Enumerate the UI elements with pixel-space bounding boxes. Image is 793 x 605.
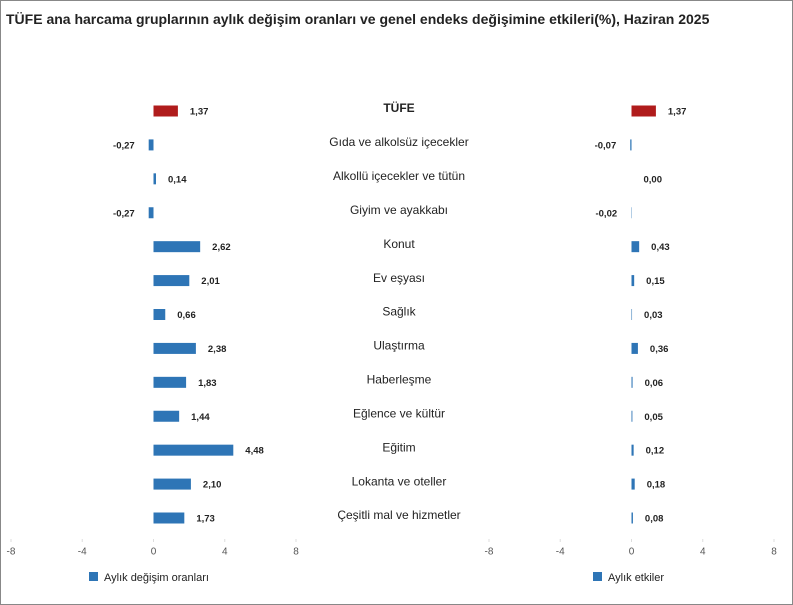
x-tick-label: -4 bbox=[556, 547, 565, 558]
bar bbox=[148, 139, 154, 151]
bar bbox=[148, 207, 154, 219]
x-tick-label: -4 bbox=[78, 547, 87, 558]
value-label: 1,83 bbox=[198, 378, 217, 389]
value-label: 2,62 bbox=[212, 242, 231, 253]
category-label: Konut bbox=[383, 237, 415, 251]
value-label: 0,12 bbox=[646, 446, 665, 457]
category-label: TÜFE bbox=[383, 100, 414, 115]
category-label: Haberleşme bbox=[367, 373, 432, 387]
value-label: -0,07 bbox=[595, 140, 617, 151]
bar bbox=[153, 105, 178, 117]
value-label: 2,10 bbox=[203, 480, 222, 491]
category-label: Sağlık bbox=[382, 305, 416, 319]
bar bbox=[631, 309, 633, 320]
bar bbox=[153, 342, 196, 354]
value-label: 0,36 bbox=[650, 344, 669, 355]
bar bbox=[153, 241, 201, 253]
bar bbox=[631, 410, 633, 422]
x-tick-label: -8 bbox=[7, 547, 16, 558]
value-label: 0,14 bbox=[168, 174, 187, 185]
category-label: Giyim ve ayakkabı bbox=[350, 203, 448, 217]
legend-marker bbox=[89, 572, 98, 581]
legend-label: Aylık değişim oranları bbox=[104, 572, 209, 584]
category-label: Ulaştırma bbox=[373, 339, 425, 353]
value-label: 0,18 bbox=[647, 480, 666, 491]
category-label: Alkollü içecekler ve tütün bbox=[333, 169, 465, 183]
category-label: Lokanta ve oteller bbox=[352, 474, 447, 488]
category-label: Eğlence ve kültür bbox=[353, 406, 445, 420]
bar bbox=[153, 173, 156, 185]
value-label: 2,38 bbox=[208, 344, 227, 355]
bar bbox=[631, 342, 638, 354]
legend-label: Aylık etkiler bbox=[608, 572, 664, 584]
value-label: -0,27 bbox=[113, 140, 135, 151]
bar bbox=[631, 241, 640, 253]
bar bbox=[631, 512, 633, 524]
bar bbox=[631, 105, 656, 117]
chart-title: TÜFE ana harcama gruplarının aylık değiş… bbox=[6, 11, 710, 27]
x-tick-label: 4 bbox=[222, 547, 228, 558]
value-label: 0,43 bbox=[651, 242, 670, 253]
value-label: 1,73 bbox=[196, 514, 215, 525]
bar bbox=[631, 478, 635, 490]
value-label: 0,05 bbox=[644, 412, 663, 423]
legend-marker bbox=[593, 572, 602, 581]
value-label: 1,44 bbox=[191, 412, 210, 423]
bar bbox=[153, 478, 191, 490]
value-label: 0,00 bbox=[644, 174, 663, 185]
x-tick-label: 4 bbox=[700, 547, 706, 558]
category-label: Gıda ve alkolsüz içecekler bbox=[329, 135, 468, 149]
category-label: Ev eşyası bbox=[373, 271, 425, 285]
value-label: 4,48 bbox=[245, 446, 263, 457]
category-label: Çeşitli mal ve hizmetler bbox=[337, 508, 460, 522]
value-label: -0,27 bbox=[113, 208, 135, 219]
bar bbox=[631, 376, 633, 388]
value-label: 0,66 bbox=[177, 310, 196, 321]
value-label: 1,37 bbox=[190, 107, 209, 118]
bar bbox=[631, 275, 635, 287]
value-label: 0,06 bbox=[645, 378, 664, 389]
x-tick-label: -8 bbox=[485, 547, 494, 558]
x-tick-label: 8 bbox=[771, 547, 777, 558]
x-tick-label: 8 bbox=[293, 547, 299, 558]
bar bbox=[630, 139, 632, 151]
bar bbox=[153, 275, 190, 287]
category-label: Eğitim bbox=[382, 440, 415, 454]
value-label: 1,37 bbox=[668, 107, 687, 118]
bar bbox=[153, 410, 180, 422]
value-label: 0,03 bbox=[644, 310, 663, 321]
value-label: -0,02 bbox=[595, 208, 617, 219]
bar bbox=[153, 512, 185, 524]
value-label: 2,01 bbox=[201, 276, 220, 287]
value-label: 0,08 bbox=[645, 514, 664, 525]
bar bbox=[153, 376, 187, 388]
bar bbox=[153, 309, 166, 320]
bar bbox=[153, 444, 234, 456]
value-label: 0,15 bbox=[646, 276, 665, 287]
x-tick-label: 0 bbox=[629, 547, 635, 558]
bar bbox=[631, 444, 634, 456]
x-tick-label: 0 bbox=[151, 547, 157, 558]
